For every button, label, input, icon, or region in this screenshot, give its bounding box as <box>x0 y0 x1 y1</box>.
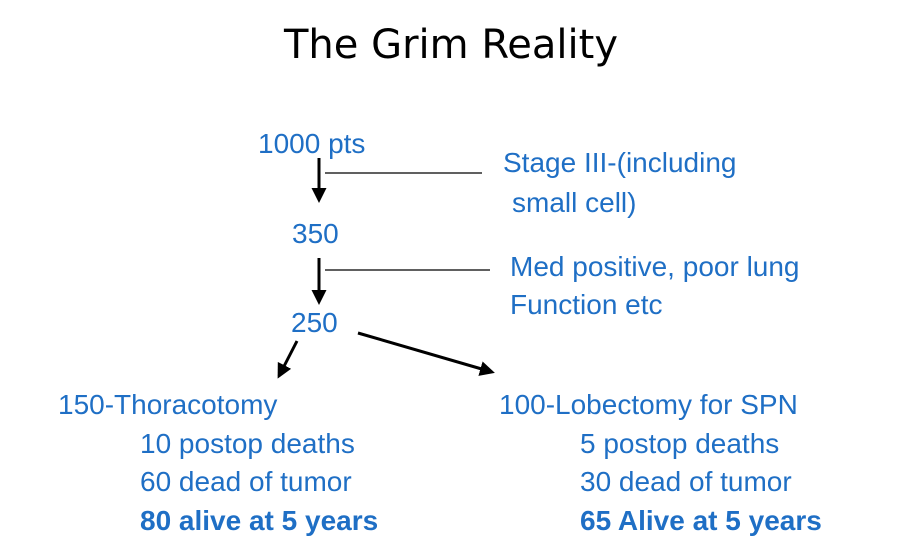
right-branch-item: 30 dead of tumor <box>580 466 792 497</box>
exclusion-1-line-1: Stage III-(including <box>503 147 737 178</box>
left-branch-item: 10 postop deaths <box>140 428 355 459</box>
right-branch-item: 5 postop deaths <box>580 428 780 459</box>
exclusion-1-line-2: small cell) <box>512 187 637 218</box>
left-branch-heading: 150-Thoracotomy <box>58 389 278 420</box>
exclusion-2-line-1: Med positive, poor lung <box>510 251 800 282</box>
page-title: The Grim Reality <box>283 22 619 68</box>
right-branch-outcome: 65 Alive at 5 years <box>580 505 822 536</box>
arrow-250-to-thoracotomy <box>277 340 299 379</box>
left-branch-item: 60 dead of tumor <box>140 466 352 497</box>
node-1000-pts: 1000 pts <box>258 128 366 159</box>
exclusion-2-line-2: Function etc <box>510 289 663 320</box>
node-350: 350 <box>292 218 339 249</box>
right-branch-heading: 100-Lobectomy for SPN <box>499 389 798 420</box>
left-branch-outcome: 80 alive at 5 years <box>140 505 379 536</box>
node-250: 250 <box>291 307 338 338</box>
arrow-250-to-lobectomy <box>357 331 495 376</box>
